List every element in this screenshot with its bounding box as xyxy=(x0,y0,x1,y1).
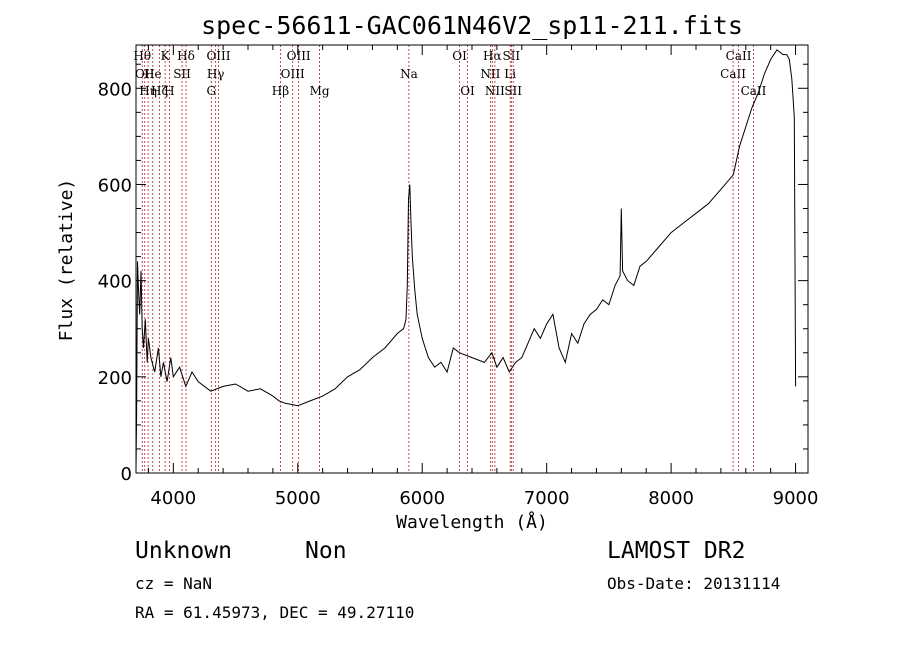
line-label: Mg xyxy=(310,84,330,98)
line-label: OIII xyxy=(206,49,230,63)
y-axis-label: Flux (relative) xyxy=(56,179,77,342)
obs-date: Obs-Date: 20131114 xyxy=(607,574,781,593)
spectrum-line xyxy=(135,49,797,471)
line-label: H xyxy=(164,84,174,98)
x-tick-label: 7000 xyxy=(524,488,570,509)
line-label: Hζ xyxy=(151,84,168,98)
line-label: SII xyxy=(504,84,522,98)
chart-title: spec-56611-GAC061N46V2_sp11-211.fits xyxy=(201,11,743,40)
line-label: K xyxy=(161,49,171,63)
coordinates: RA = 61.45973, DEC = 49.27110 xyxy=(135,603,415,622)
line-label: OII xyxy=(135,67,155,81)
line-label: Hα xyxy=(483,49,502,63)
line-label: Li xyxy=(504,67,516,81)
axis-ticks: 4000 5000 6000 7000 8000 9000 0 200 400 600 800 xyxy=(98,45,819,509)
x-tick-label: 6000 xyxy=(399,488,445,509)
line-label: OIII xyxy=(287,49,311,63)
line-label: Hδ xyxy=(177,49,195,63)
x-tick-label: 9000 xyxy=(773,488,819,509)
x-axis-label: Wavelength (Å) xyxy=(396,511,548,533)
x-tick-label: 5000 xyxy=(275,488,321,509)
line-label: Hβ xyxy=(272,84,289,98)
object-class: Unknown xyxy=(135,538,232,564)
line-label: CaII xyxy=(741,84,767,98)
line-label: CaII xyxy=(726,49,752,63)
object-subclass: Non xyxy=(305,538,347,564)
survey-name: LAMOST DR2 xyxy=(607,538,746,564)
line-label: Na xyxy=(400,67,418,81)
line-label: OI xyxy=(452,49,467,63)
redshift-cz: cz = NaN xyxy=(135,574,213,593)
line-label: He xyxy=(144,67,162,81)
line-label: G xyxy=(206,84,216,98)
line-label: NII xyxy=(480,67,500,81)
line-label: Hγ xyxy=(207,67,225,81)
line-label: NII xyxy=(485,84,505,98)
y-tick-label: 200 xyxy=(98,368,132,389)
y-tick-label: 0 xyxy=(121,464,132,485)
x-tick-label: 8000 xyxy=(648,488,694,509)
y-tick-label: 800 xyxy=(98,79,132,100)
line-label: SII xyxy=(502,49,520,63)
y-tick-label: 400 xyxy=(98,272,132,293)
line-label: SII xyxy=(173,67,191,81)
spectral-lines: HθOIIHηHeHζKHSIIHδGHγOIIIHβOIIIOIIIMgNaO… xyxy=(133,45,767,473)
line-label: OIII xyxy=(281,67,305,81)
x-tick-label: 4000 xyxy=(150,488,196,509)
y-tick-label: 600 xyxy=(98,175,132,196)
line-label: CaII xyxy=(720,67,746,81)
plot-frame xyxy=(135,44,809,474)
line-label: OI xyxy=(460,84,475,98)
line-label: Hθ xyxy=(133,49,151,63)
